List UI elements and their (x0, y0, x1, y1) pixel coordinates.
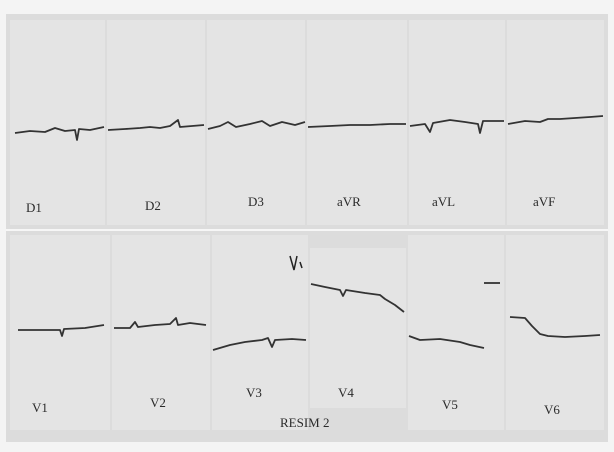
trace (509, 316, 601, 338)
lead-labels: D1 D2 D3 aVR aVL aVF V1 V2 V3 V4 V5 V6 (26, 194, 560, 417)
trace (409, 119, 504, 134)
lead-label: V1 (32, 400, 48, 415)
lead-label: aVF (533, 194, 555, 209)
lead-label: V3 (246, 385, 262, 400)
traces (14, 115, 604, 351)
panel (408, 235, 504, 430)
trace (14, 126, 105, 141)
panel (310, 248, 406, 408)
lead-label: aVR (337, 194, 361, 209)
lead-label: V4 (338, 385, 354, 400)
lead-label: D2 (145, 198, 161, 213)
trace (310, 283, 405, 313)
panel (506, 235, 604, 430)
panel (107, 20, 205, 225)
bottom-row-panels (10, 235, 604, 430)
trace (207, 120, 306, 130)
lead-label: D3 (248, 194, 264, 209)
panel (507, 20, 604, 225)
lead-label: V6 (544, 402, 560, 417)
caption: RESIM 2 (280, 415, 329, 430)
trace (307, 123, 406, 128)
trace (212, 337, 307, 351)
panel (212, 235, 308, 430)
trace (107, 119, 205, 131)
trace (408, 335, 485, 349)
panel (307, 20, 407, 225)
panel (10, 20, 105, 225)
trace (507, 115, 604, 125)
lead-label: V2 (150, 395, 166, 410)
trace (114, 317, 207, 329)
trace (18, 324, 105, 337)
panel (112, 235, 210, 430)
lead-label: aVL (432, 194, 455, 209)
lead-label: D1 (26, 200, 42, 215)
panel (409, 20, 505, 225)
lead-label: V5 (442, 397, 458, 412)
handwritten-mark (289, 255, 303, 271)
